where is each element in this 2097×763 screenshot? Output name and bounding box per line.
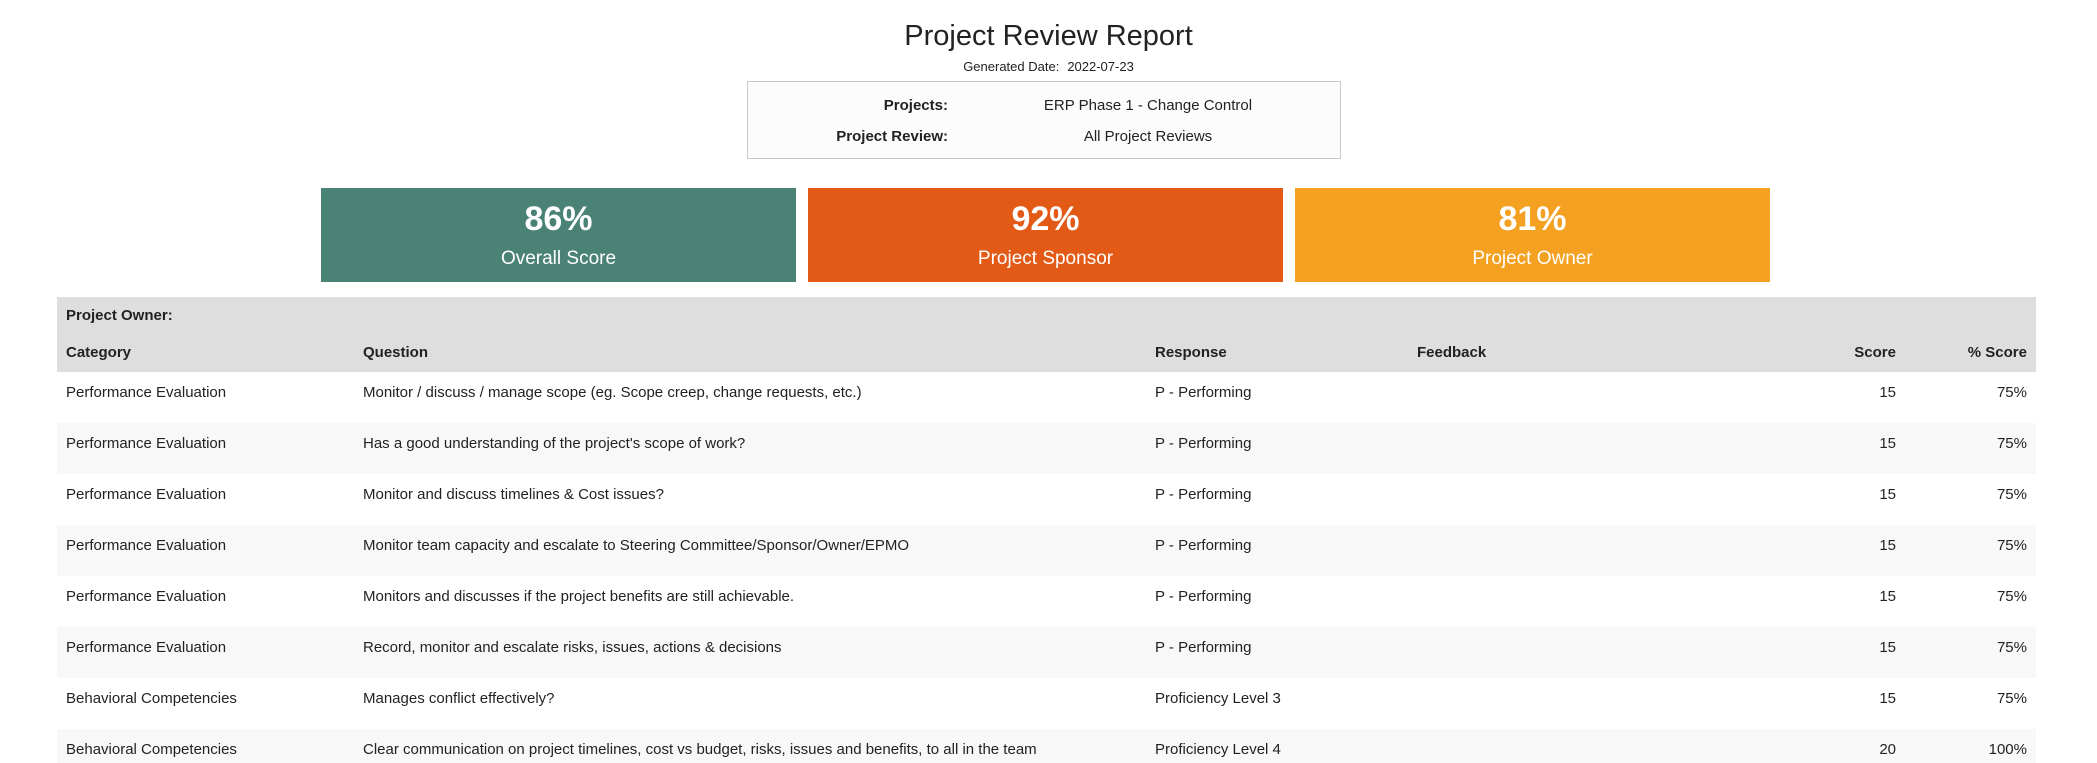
generated-date-label: Generated Date: — [963, 59, 1060, 74]
row-question: Monitors and discusses if the project be… — [363, 588, 795, 605]
column-headers: Category Question Response Feedback Scor… — [57, 344, 2036, 366]
row-score: 15 — [1879, 690, 1896, 707]
row-category: Performance Evaluation — [66, 435, 227, 452]
overall-score-percent: 86% — [524, 200, 593, 238]
project-sponsor-score-card: 92% Project Sponsor — [808, 188, 1283, 282]
row-score: 15 — [1879, 639, 1896, 656]
table-row: Performance Evaluation Monitors and discu… — [57, 576, 2036, 627]
column-header-score: Score — [1854, 344, 1896, 361]
row-pct-score: 75% — [1996, 435, 2027, 452]
project-owner-score-card: 81% Project Owner — [1295, 188, 1770, 282]
projects-label: Projects: — [883, 97, 948, 114]
row-response: Proficiency Level 4 — [1155, 741, 1281, 758]
row-question: Manages conflict effectively? — [363, 690, 555, 707]
row-question: Monitor team capacity and escalate to St… — [363, 537, 910, 554]
row-category: Performance Evaluation — [66, 537, 227, 554]
column-header-category: Category — [66, 344, 132, 361]
generated-date-value: 2022-07-23 — [1067, 59, 1134, 74]
projects-value: ERP Phase 1 - Change Control — [1043, 97, 1253, 114]
row-category: Performance Evaluation — [66, 588, 227, 605]
table-row: Performance Evaluation Has a good underst… — [57, 423, 2036, 474]
table-row: Performance Evaluation Monitor team capac… — [57, 525, 2036, 576]
row-score: 20 — [1879, 741, 1896, 758]
overall-score-card: 86% Overall Score — [321, 188, 796, 282]
generated-date: Generated Date: 2022-07-23 — [0, 59, 2097, 74]
row-category: Performance Evaluation — [66, 486, 227, 503]
row-question: Has a good understanding of the project'… — [363, 435, 746, 452]
row-response: P - Performing — [1155, 537, 1252, 554]
row-score: 15 — [1879, 384, 1896, 401]
section-title: Project Owner: — [66, 307, 173, 324]
row-question: Monitor / discuss / manage scope (eg. Sc… — [363, 384, 862, 401]
row-pct-score: 75% — [1996, 384, 2027, 401]
row-response: P - Performing — [1155, 588, 1252, 605]
row-question: Clear communication on project timelines… — [363, 741, 1037, 758]
column-header-pct-score: % Score — [1967, 344, 2027, 361]
row-pct-score: 75% — [1996, 588, 2027, 605]
row-pct-score: 75% — [1996, 486, 2027, 503]
row-question: Monitor and discuss timelines & Cost iss… — [363, 486, 664, 503]
row-category: Performance Evaluation — [66, 639, 227, 656]
project-owner-score-percent: 81% — [1498, 200, 1567, 238]
row-response: P - Performing — [1155, 384, 1252, 401]
table-row: Behavioral Competencies Clear communicati… — [57, 729, 2036, 763]
project-review-value: All Project Reviews — [1083, 128, 1213, 145]
page-title: Project Review Report — [904, 20, 1193, 52]
row-response: Proficiency Level 3 — [1155, 690, 1281, 707]
column-header-response: Response — [1155, 344, 1227, 361]
table-row: Performance Evaluation Monitor and discus… — [57, 474, 2036, 525]
table-row: Behavioral Competencies Manages conflict … — [57, 678, 2036, 729]
row-category: Performance Evaluation — [66, 384, 227, 401]
table-row: Performance Evaluation Monitor / discuss … — [57, 372, 2036, 423]
row-pct-score: 75% — [1996, 639, 2027, 656]
project-sponsor-score-percent: 92% — [1011, 200, 1080, 238]
table-row: Performance Evaluation Record, monitor an… — [57, 627, 2036, 678]
project-review-label: Project Review: — [836, 128, 948, 145]
project-owner-score-caption: Project Owner — [1472, 248, 1593, 269]
overall-score-caption: Overall Score — [500, 248, 617, 269]
row-category: Behavioral Competencies — [66, 690, 237, 707]
filter-summary-box: Projects: ERP Phase 1 - Change Control P… — [747, 81, 1341, 159]
row-response: P - Performing — [1155, 639, 1252, 656]
column-header-question: Question — [363, 344, 429, 361]
table-header: Project Owner: Category Question Respons… — [57, 297, 2036, 372]
row-pct-score: 75% — [1996, 537, 2027, 554]
row-pct-score: 75% — [1996, 690, 2027, 707]
review-table: Project Owner: Category Question Respons… — [57, 297, 2036, 763]
row-score: 15 — [1879, 486, 1896, 503]
row-score: 15 — [1879, 588, 1896, 605]
project-sponsor-score-caption: Project Sponsor — [977, 248, 1114, 269]
row-score: 15 — [1879, 537, 1896, 554]
row-score: 15 — [1879, 435, 1896, 452]
table-body: Performance Evaluation Monitor / discuss … — [57, 372, 2036, 763]
row-category: Behavioral Competencies — [66, 741, 237, 758]
column-header-feedback: Feedback — [1417, 344, 1487, 361]
row-response: P - Performing — [1155, 486, 1252, 503]
row-response: P - Performing — [1155, 435, 1252, 452]
row-question: Record, monitor and escalate risks, issu… — [363, 639, 782, 656]
row-pct-score: 100% — [1988, 741, 2027, 758]
